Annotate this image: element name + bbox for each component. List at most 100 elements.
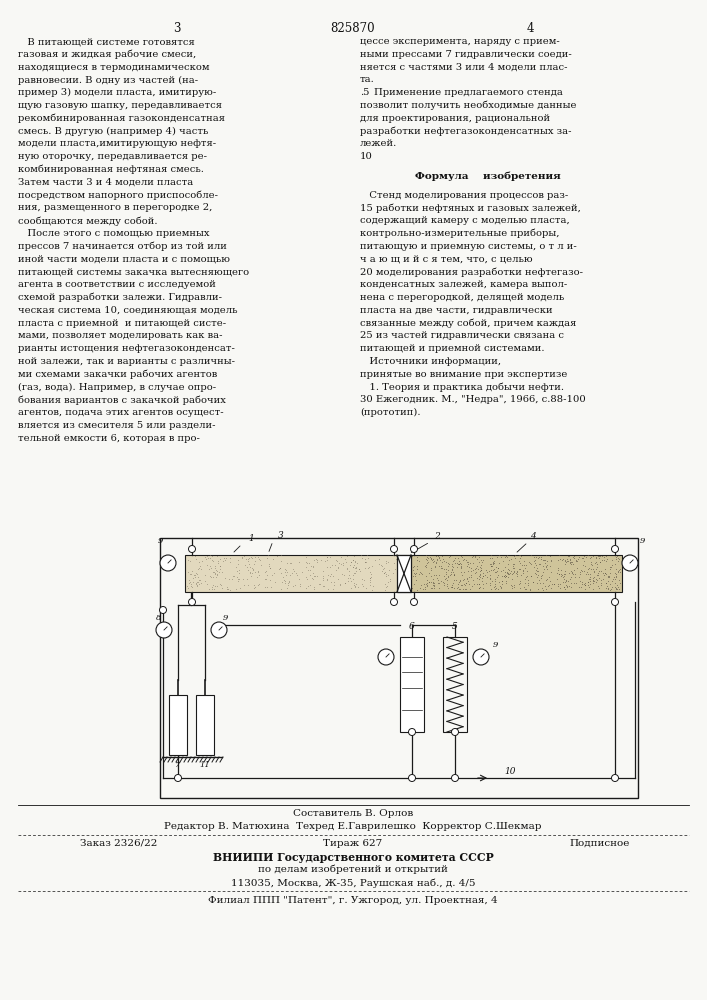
Text: агентов, подача этих агентов осущест-: агентов, подача этих агентов осущест- [18, 408, 223, 417]
Text: вляется из смесителя 5 или раздели-: вляется из смесителя 5 или раздели- [18, 421, 216, 430]
Text: ния, размещенного в перегородке 2,: ния, размещенного в перегородке 2, [18, 203, 212, 212]
Text: ными прессами 7 гидравлически соеди-: ными прессами 7 гидравлически соеди- [360, 50, 572, 59]
Circle shape [160, 555, 176, 571]
Bar [160, 538, 638, 798]
Text: щую газовую шапку, передавливается: щую газовую шапку, передавливается [18, 101, 222, 110]
Text: .5: .5 [360, 88, 370, 97]
Text: 1: 1 [248, 534, 254, 543]
Text: 3: 3 [173, 22, 181, 35]
Circle shape [452, 774, 459, 782]
Text: 1. Теория и практика добычи нефти.: 1. Теория и практика добычи нефти. [360, 383, 564, 392]
Circle shape [452, 728, 459, 736]
Circle shape [189, 546, 196, 552]
Circle shape [473, 649, 489, 665]
Text: та.: та. [360, 75, 375, 84]
Circle shape [612, 774, 619, 782]
Circle shape [175, 774, 182, 782]
Circle shape [378, 649, 394, 665]
Text: 4: 4 [530, 532, 536, 541]
Text: рианты истощения нефтегазоконденсат-: рианты истощения нефтегазоконденсат- [18, 344, 235, 353]
Circle shape [390, 598, 397, 605]
Bar [397, 555, 411, 592]
Text: равновесии. В одну из частей (на-: равновесии. В одну из частей (на- [18, 75, 198, 85]
Text: Формула    изобретения: Формула изобретения [415, 171, 561, 181]
Text: 825870: 825870 [331, 22, 375, 35]
Text: контрольно-измерительные приборы,: контрольно-измерительные приборы, [360, 229, 559, 238]
Text: Заказ 2326/22: Заказ 2326/22 [80, 839, 158, 848]
Text: посредством напорного приспособле-: посредством напорного приспособле- [18, 191, 218, 200]
Text: сообщаются между собой.: сообщаются между собой. [18, 216, 158, 226]
Text: После этого с помощью приемных: После этого с помощью приемных [18, 229, 209, 238]
Text: 8: 8 [156, 614, 161, 622]
Text: 9: 9 [493, 641, 498, 649]
Text: 20 моделирования разработки нефтегазо-: 20 моделирования разработки нефтегазо- [360, 267, 583, 277]
Text: для проектирования, рациональной: для проектирования, рациональной [360, 114, 550, 123]
Text: 10: 10 [360, 152, 373, 161]
Text: ВНИИПИ Государственного комитета СССР: ВНИИПИ Государственного комитета СССР [213, 852, 493, 863]
Text: цессе эксперимента, наряду с прием-: цессе эксперимента, наряду с прием- [360, 37, 560, 46]
Bar [443, 637, 467, 732]
Text: схемой разработки залежи. Гидравли-: схемой разработки залежи. Гидравли- [18, 293, 222, 302]
Text: (газ, вода). Например, в случае опро-: (газ, вода). Например, в случае опро- [18, 383, 216, 392]
Text: 3: 3 [278, 531, 284, 540]
Text: пример 3) модели пласта, имитирую-: пример 3) модели пласта, имитирую- [18, 88, 216, 97]
Text: Подписное: Подписное [570, 839, 630, 848]
Circle shape [156, 622, 172, 638]
Text: принятые во внимание при экспертизе: принятые во внимание при экспертизе [360, 370, 568, 379]
Text: смесь. В другую (например 4) часть: смесь. В другую (например 4) часть [18, 127, 209, 136]
Text: Тираж 627: Тираж 627 [323, 839, 382, 848]
Text: Филиал ППП "Патент", г. Ужгород, ул. Проектная, 4: Филиал ППП "Патент", г. Ужгород, ул. Про… [208, 896, 498, 905]
Text: нена с перегородкой, делящей модель: нена с перегородкой, делящей модель [360, 293, 564, 302]
Text: по делам изобретений и открытий: по делам изобретений и открытий [258, 865, 448, 874]
Text: 30 Ежегодник. М., "Недра", 1966, с.88-100: 30 Ежегодник. М., "Недра", 1966, с.88-10… [360, 395, 586, 404]
Text: 9: 9 [640, 537, 645, 545]
Text: В питающей системе готовятся: В питающей системе готовятся [18, 37, 194, 46]
Text: ную оторочку, передавливается ре-: ную оторочку, передавливается ре- [18, 152, 207, 161]
Text: лежей.: лежей. [360, 139, 397, 148]
Circle shape [211, 622, 227, 638]
Text: 15 работки нефтяных и газовых залежей,: 15 работки нефтяных и газовых залежей, [360, 203, 581, 213]
Text: связанные между собой, причем каждая: связанные между собой, причем каждая [360, 319, 576, 328]
Text: ной залежи, так и варианты с различны-: ной залежи, так и варианты с различны- [18, 357, 235, 366]
Text: иной части модели пласта и с помощью: иной части модели пласта и с помощью [18, 255, 230, 264]
Text: содержащий камеру с моделью пласта,: содержащий камеру с моделью пласта, [360, 216, 570, 225]
Text: позволит получить необходимые данные: позволит получить необходимые данные [360, 101, 576, 110]
Text: модели пласта,имитирующую нефтя-: модели пласта,имитирующую нефтя- [18, 139, 216, 148]
Circle shape [622, 555, 638, 571]
Text: пласта с приемной  и питающей систе-: пласта с приемной и питающей систе- [18, 319, 226, 328]
Circle shape [390, 546, 397, 552]
Text: 5: 5 [452, 622, 458, 631]
Text: 7: 7 [175, 761, 181, 769]
Bar [196, 695, 214, 755]
Text: Затем части 3 и 4 модели пласта: Затем части 3 и 4 модели пласта [18, 178, 193, 187]
Text: газовая и жидкая рабочие смеси,: газовая и жидкая рабочие смеси, [18, 50, 197, 59]
Circle shape [189, 598, 196, 605]
Text: ческая система 10, соединяющая модель: ческая система 10, соединяющая модель [18, 306, 238, 315]
Bar [400, 637, 424, 732]
Text: разработки нефтегазоконденсатных за-: разработки нефтегазоконденсатных за- [360, 127, 571, 136]
Text: питающей системы закачка вытесняющего: питающей системы закачка вытесняющего [18, 267, 249, 276]
Text: комбинированная нефтяная смесь.: комбинированная нефтяная смесь. [18, 165, 204, 174]
Text: 4: 4 [526, 22, 534, 35]
Text: 113035, Москва, Ж-35, Раушская наб., д. 4/5: 113035, Москва, Ж-35, Раушская наб., д. … [230, 878, 475, 888]
Circle shape [409, 774, 416, 782]
Text: питающую и приемную системы, о т л и-: питающую и приемную системы, о т л и- [360, 242, 577, 251]
Bar [169, 695, 187, 755]
Circle shape [411, 546, 418, 552]
Bar [404, 555, 622, 592]
Text: питающей и приемной системами.: питающей и приемной системами. [360, 344, 544, 353]
Text: конденсатных залежей, камера выпол-: конденсатных залежей, камера выпол- [360, 280, 567, 289]
Text: бования вариантов с закачкой рабочих: бования вариантов с закачкой рабочих [18, 395, 226, 405]
Text: (прототип).: (прототип). [360, 408, 421, 417]
Text: тельной емкости 6, которая в про-: тельной емкости 6, которая в про- [18, 434, 200, 443]
Circle shape [612, 546, 619, 552]
Text: рекомбинированная газоконденсатная: рекомбинированная газоконденсатная [18, 114, 225, 123]
Text: прессов 7 начинается отбор из той или: прессов 7 начинается отбор из той или [18, 242, 227, 251]
Text: Редактор В. Матюхина  Техред Е.Гаврилешко  Корректор С.Шекмар: Редактор В. Матюхина Техред Е.Гаврилешко… [164, 822, 542, 831]
Text: 9: 9 [223, 614, 228, 622]
Text: агента в соответствии с исследуемой: агента в соответствии с исследуемой [18, 280, 216, 289]
Text: 2: 2 [434, 532, 440, 541]
Text: находящиеся в термодинамическом: находящиеся в термодинамическом [18, 63, 209, 72]
Text: Составитель В. Орлов: Составитель В. Орлов [293, 809, 413, 818]
Text: 6: 6 [409, 622, 415, 631]
